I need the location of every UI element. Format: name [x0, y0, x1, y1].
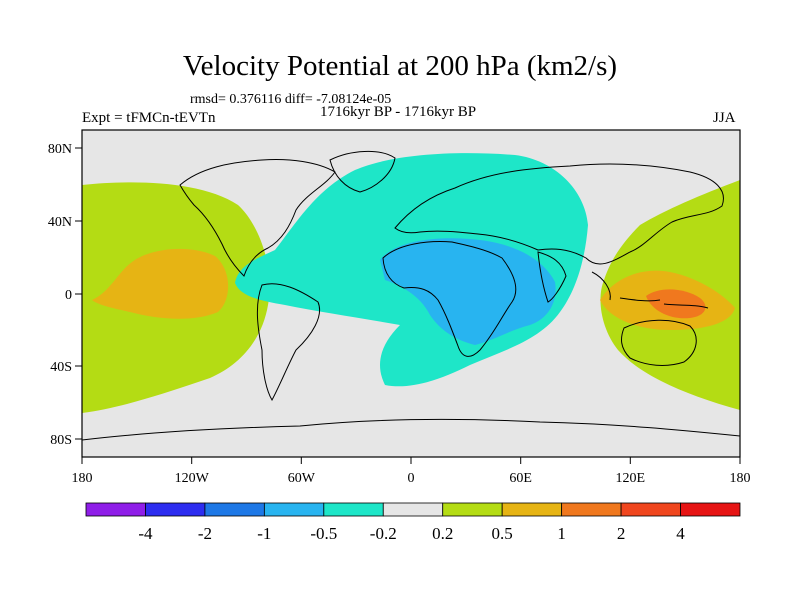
lon-tick-label: 60E [509, 471, 532, 486]
tick-marks [75, 147, 741, 464]
colorbar-label: 4 [676, 524, 685, 543]
colorbar-swatch [382, 502, 444, 517]
colorbar-swatch [620, 502, 681, 517]
lon-tick-label: 120E [616, 471, 646, 486]
lat-tick-labels: 80N 40N 0 40S 80S [48, 142, 72, 448]
colorbar-swatch [561, 502, 622, 517]
plot-title: Velocity Potential at 200 hPa (km2/s) [182, 50, 618, 82]
lon-tick-label: 0 [408, 471, 415, 486]
colorbar-swatch [323, 502, 384, 517]
colorbar-label: -2 [198, 524, 212, 543]
colorbar: -4 -2 -1 -0.5 -0.2 0.2 0.5 1 2 4 [85, 502, 741, 543]
colorbar-swatch [263, 502, 325, 517]
contour-fill-layer [82, 150, 740, 441]
contour-maritime-strong [646, 289, 706, 319]
contour-africa-strong-negative [380, 238, 556, 345]
colorbar-swatch [145, 502, 206, 517]
colorbar-label: -0.5 [310, 524, 337, 543]
lat-tick-label: 40S [50, 360, 72, 375]
coastlines [82, 150, 740, 441]
colorbar-label: -1 [257, 524, 271, 543]
colorbar-swatch [680, 502, 741, 517]
lat-tick-label: 80N [48, 142, 72, 157]
lat-tick-label: 80S [50, 433, 72, 448]
colorbar-swatch [442, 502, 503, 517]
colorbar-swatch [85, 502, 146, 517]
stats-line: rmsd= 0.376116 diff= -7.08124e-05 [190, 92, 392, 107]
lon-tick-label: 60W [288, 471, 316, 486]
colorbar-label: 1 [557, 524, 566, 543]
lon-tick-labels: 180 120W 60W 0 60E 120E 180 [72, 471, 751, 486]
lon-tick-label: 180 [72, 471, 93, 486]
colorbar-label: 0.5 [492, 524, 513, 543]
lon-tick-label: 120W [175, 471, 210, 486]
colorbar-label: -4 [138, 524, 153, 543]
colorbar-label: -0.2 [370, 524, 397, 543]
lon-tick-label: 180 [730, 471, 751, 486]
lat-tick-label: 40N [48, 215, 72, 230]
season-label: JJA [713, 110, 736, 126]
colorbar-label: 2 [617, 524, 626, 543]
colorbar-swatch [204, 502, 265, 517]
experiment-label: Expt = tFMCn-tEVTn [82, 110, 216, 126]
colorbar-label: 0.2 [432, 524, 453, 543]
period-label: 1716kyr BP - 1716kyr BP [320, 104, 477, 120]
contour-pacific-orange [92, 248, 229, 319]
colorbar-swatch [501, 502, 563, 517]
lat-tick-label: 0 [65, 288, 72, 303]
